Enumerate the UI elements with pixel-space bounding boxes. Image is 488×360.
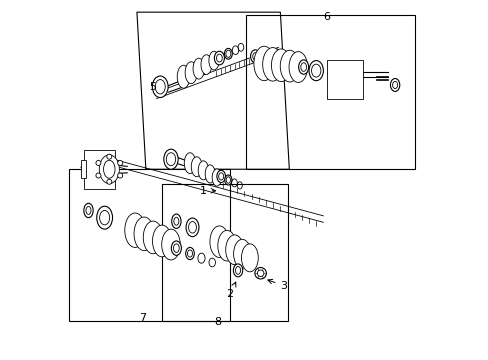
Ellipse shape <box>201 55 211 75</box>
Ellipse shape <box>143 221 163 254</box>
Ellipse shape <box>191 157 202 177</box>
Ellipse shape <box>262 48 282 81</box>
Ellipse shape <box>250 50 260 63</box>
Ellipse shape <box>217 230 236 261</box>
Bar <box>81 160 86 178</box>
Bar <box>246 15 414 169</box>
Ellipse shape <box>103 160 115 178</box>
Ellipse shape <box>185 218 199 237</box>
Ellipse shape <box>232 46 238 54</box>
Ellipse shape <box>389 78 399 91</box>
Ellipse shape <box>106 179 112 184</box>
Ellipse shape <box>224 175 231 185</box>
Bar <box>162 184 287 320</box>
Ellipse shape <box>288 51 307 82</box>
Ellipse shape <box>241 244 258 272</box>
Ellipse shape <box>124 213 145 247</box>
Ellipse shape <box>198 161 208 180</box>
Ellipse shape <box>99 155 119 184</box>
Text: 2: 2 <box>226 282 235 300</box>
Ellipse shape <box>171 241 181 255</box>
Ellipse shape <box>185 247 194 260</box>
Ellipse shape <box>308 60 323 81</box>
Ellipse shape <box>162 229 180 260</box>
Text: 4: 4 <box>80 162 97 172</box>
Ellipse shape <box>205 165 215 183</box>
Text: 3: 3 <box>267 279 287 291</box>
Ellipse shape <box>217 170 225 183</box>
Ellipse shape <box>214 51 224 65</box>
Ellipse shape <box>177 65 189 88</box>
Ellipse shape <box>152 76 168 98</box>
Ellipse shape <box>106 154 112 159</box>
Ellipse shape <box>96 173 101 178</box>
Ellipse shape <box>253 46 274 81</box>
Text: 7: 7 <box>139 313 145 323</box>
Ellipse shape <box>193 58 204 79</box>
Ellipse shape <box>209 226 228 257</box>
Text: 6: 6 <box>323 12 330 22</box>
Ellipse shape <box>271 49 290 82</box>
Ellipse shape <box>118 173 122 178</box>
Ellipse shape <box>225 235 243 265</box>
Text: 1: 1 <box>200 186 215 196</box>
Ellipse shape <box>208 51 219 70</box>
Bar <box>326 60 362 99</box>
Ellipse shape <box>163 149 178 169</box>
Ellipse shape <box>254 267 266 279</box>
Ellipse shape <box>171 214 181 228</box>
Text: 8: 8 <box>214 317 221 327</box>
Ellipse shape <box>224 48 232 59</box>
Ellipse shape <box>118 161 122 166</box>
Ellipse shape <box>83 203 93 218</box>
Ellipse shape <box>184 153 195 174</box>
Bar <box>84 149 115 189</box>
Ellipse shape <box>233 239 250 268</box>
Ellipse shape <box>280 50 299 82</box>
Bar <box>69 169 230 320</box>
Ellipse shape <box>134 217 154 251</box>
Ellipse shape <box>212 169 221 186</box>
Ellipse shape <box>152 225 171 257</box>
Ellipse shape <box>97 206 112 229</box>
Ellipse shape <box>96 161 101 166</box>
Ellipse shape <box>185 62 197 84</box>
Text: 5: 5 <box>149 82 156 92</box>
Ellipse shape <box>298 60 308 74</box>
Ellipse shape <box>233 264 242 277</box>
